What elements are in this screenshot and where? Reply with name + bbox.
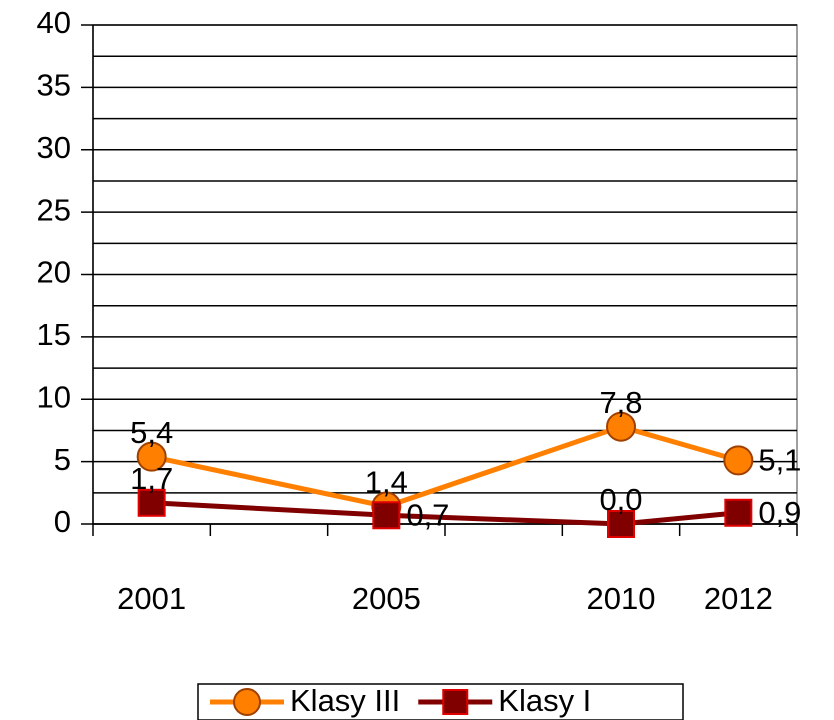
marker [724,498,753,527]
data-label: 1,4 [365,465,408,500]
data-label: 5,1 [758,443,801,478]
legend-entry: Klasy I [418,683,591,718]
series-line [151,500,739,527]
y-tick-label: 10 [37,379,71,414]
y-tick-label: 35 [37,68,71,103]
y-tick-label: 30 [37,130,71,165]
marker [136,441,167,472]
y-tick-label: 5 [54,442,71,477]
x-tick-label: 2012 [704,581,773,616]
legend-label: Klasy I [498,683,591,718]
y-tick-label: 15 [37,317,71,352]
y-tick-label: 40 [37,5,71,40]
marker [137,488,166,517]
marker [606,411,636,442]
data-label: 1,7 [130,461,173,496]
data-label: 5,4 [130,415,173,450]
x-tick-label: 2010 [587,581,656,616]
marker [372,501,401,530]
y-tick-label: 25 [37,192,71,227]
data-label: 7,8 [599,385,642,420]
y-tick-label: 20 [37,255,71,290]
data-label: 0,0 [599,482,642,517]
marker [723,445,754,476]
marker [607,510,635,538]
legend-marker [233,688,261,716]
legend-marker [442,689,469,715]
y-tick-label: 0 [54,504,71,539]
legend-label: Klasy III [290,683,400,718]
data-label: 0,7 [406,497,449,532]
legend-entry: Klasy III [210,683,400,718]
x-tick-label: 2001 [117,581,186,616]
x-tick-label: 2005 [352,581,421,616]
series-line [151,424,740,510]
data-label: 0,9 [758,495,801,530]
